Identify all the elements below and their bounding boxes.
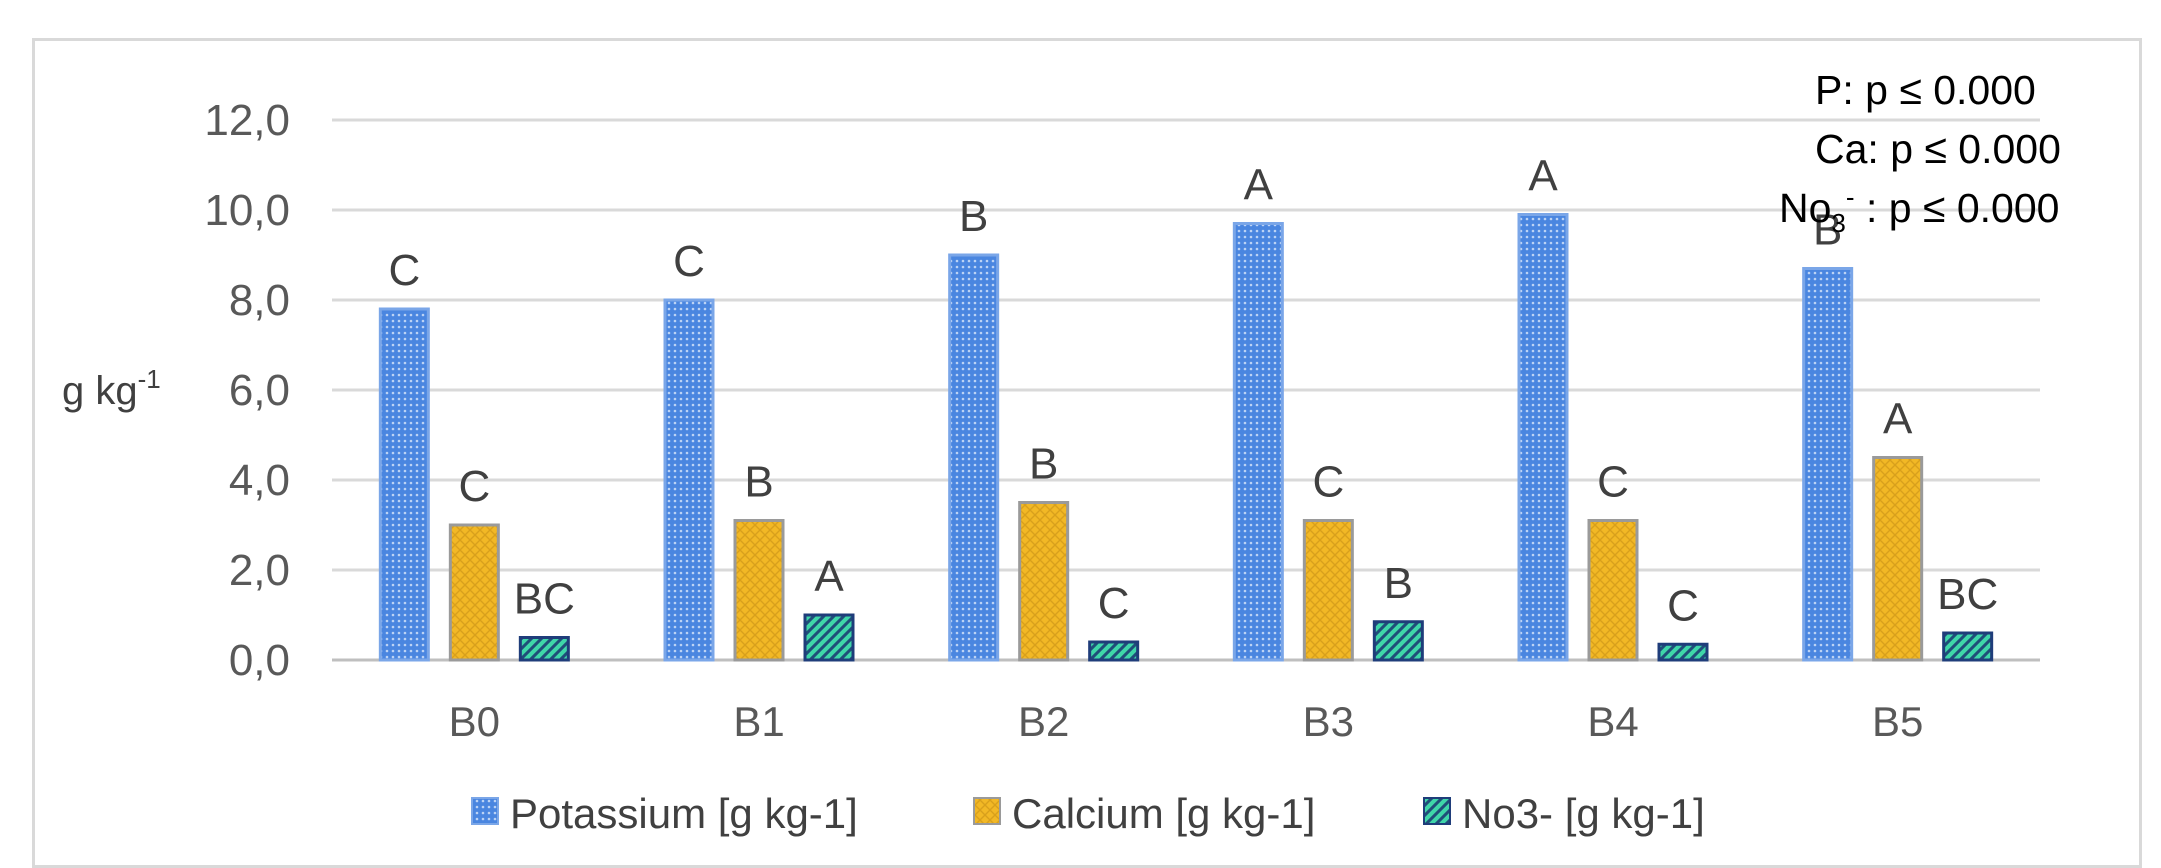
significance-letter: C [458, 462, 490, 511]
significance-letter: B [959, 192, 988, 241]
svg-text:g kg-1: g kg-1 [62, 364, 161, 413]
x-category-label: B4 [1587, 698, 1638, 745]
significance-letter: A [1883, 395, 1913, 444]
significance-letter: C [1098, 579, 1130, 628]
significance-letter: C [673, 237, 705, 286]
significance-letter: A [1528, 152, 1558, 201]
x-axis-categories: B0 B1 B2 B3 B4 B5 [449, 698, 1924, 745]
y-axis-label-sup: -1 [138, 364, 161, 394]
bar-crosshatch-B4 [1587, 519, 1639, 662]
y-axis-ticks: 0,0 2,0 4,0 6,0 8,0 10,0 12,0 [204, 96, 290, 685]
bar-dots-B0 [378, 307, 430, 662]
bar-dots-B2 [948, 253, 1000, 662]
significance-letter: B [1029, 440, 1058, 489]
bar-dots-B3 [1232, 222, 1284, 662]
y-tick-label: 12,0 [204, 96, 290, 145]
bar-crosshatch-B0 [448, 523, 500, 662]
bar-diagonal-B2 [1088, 640, 1140, 662]
significance-letter: BC [514, 575, 575, 624]
y-axis-label-text: g kg [62, 369, 138, 413]
y-tick-label: 2,0 [229, 546, 290, 595]
y-tick-label: 8,0 [229, 276, 290, 325]
y-tick-label: 0,0 [229, 636, 290, 685]
bar-dots-B4 [1517, 213, 1569, 662]
bar-dots-B5 [1802, 267, 1854, 662]
y-axis-label: g kg-1 [62, 364, 161, 413]
bar-crosshatch-B2 [1018, 501, 1070, 662]
legend-swatch [973, 797, 1001, 825]
legend-label: Calcium [g kg-1] [1012, 790, 1315, 837]
legend-swatch [1423, 797, 1451, 825]
significance-letter: B [1384, 559, 1413, 608]
y-tick-label: 6,0 [229, 366, 290, 415]
significance-letter: A [1244, 161, 1274, 210]
significance-letter: C [388, 246, 420, 295]
significance-letter: B [744, 458, 773, 507]
stat-ca: Ca: p ≤ 0.000 [1815, 126, 2061, 172]
stat-no3: No3- : p ≤ 0.000 [1779, 182, 2059, 238]
stats-annotation: P: p ≤ 0.000 Ca: p ≤ 0.000 No3- : p ≤ 0.… [1779, 67, 2061, 238]
bars [378, 213, 1994, 662]
gridlines [332, 118, 2040, 662]
x-category-label: B1 [733, 698, 784, 745]
x-category-label: B5 [1872, 698, 1923, 745]
legend: Potassium [g kg-1] Calcium [g kg-1] No3- [… [471, 790, 1705, 837]
bar-dots-B1 [663, 298, 715, 662]
x-category-label: B2 [1018, 698, 1069, 745]
significance-letter: C [1312, 458, 1344, 507]
bar-crosshatch-B3 [1302, 519, 1354, 662]
significance-letter: BC [1937, 570, 1998, 619]
bar-crosshatch-B1 [733, 519, 785, 662]
legend-label: Potassium [g kg-1] [510, 790, 858, 837]
legend-label: No3- [g kg-1] [1462, 790, 1705, 837]
significance-letter: C [1667, 581, 1699, 630]
bar-diagonal-B4 [1657, 642, 1709, 662]
significance-letter: C [1597, 458, 1629, 507]
y-tick-label: 4,0 [229, 456, 290, 505]
stat-p: P: p ≤ 0.000 [1815, 67, 2036, 113]
significance-letter: B [1813, 206, 1842, 255]
bar-diagonal-B0 [518, 636, 570, 662]
x-category-label: B3 [1303, 698, 1354, 745]
y-tick-label: 10,0 [204, 186, 290, 235]
bar-chart: 0,02,04,06,08,010,012,0 CCBCCBABBCACBACC… [62, 67, 2061, 837]
significance-letter: A [814, 552, 844, 601]
bar-diagonal-B3 [1372, 620, 1424, 662]
bar-crosshatch-B5 [1872, 456, 1924, 662]
x-category-label: B0 [449, 698, 500, 745]
legend-swatch [471, 797, 499, 825]
bar-diagonal-B1 [803, 613, 855, 662]
bar-diagonal-B5 [1942, 631, 1994, 662]
